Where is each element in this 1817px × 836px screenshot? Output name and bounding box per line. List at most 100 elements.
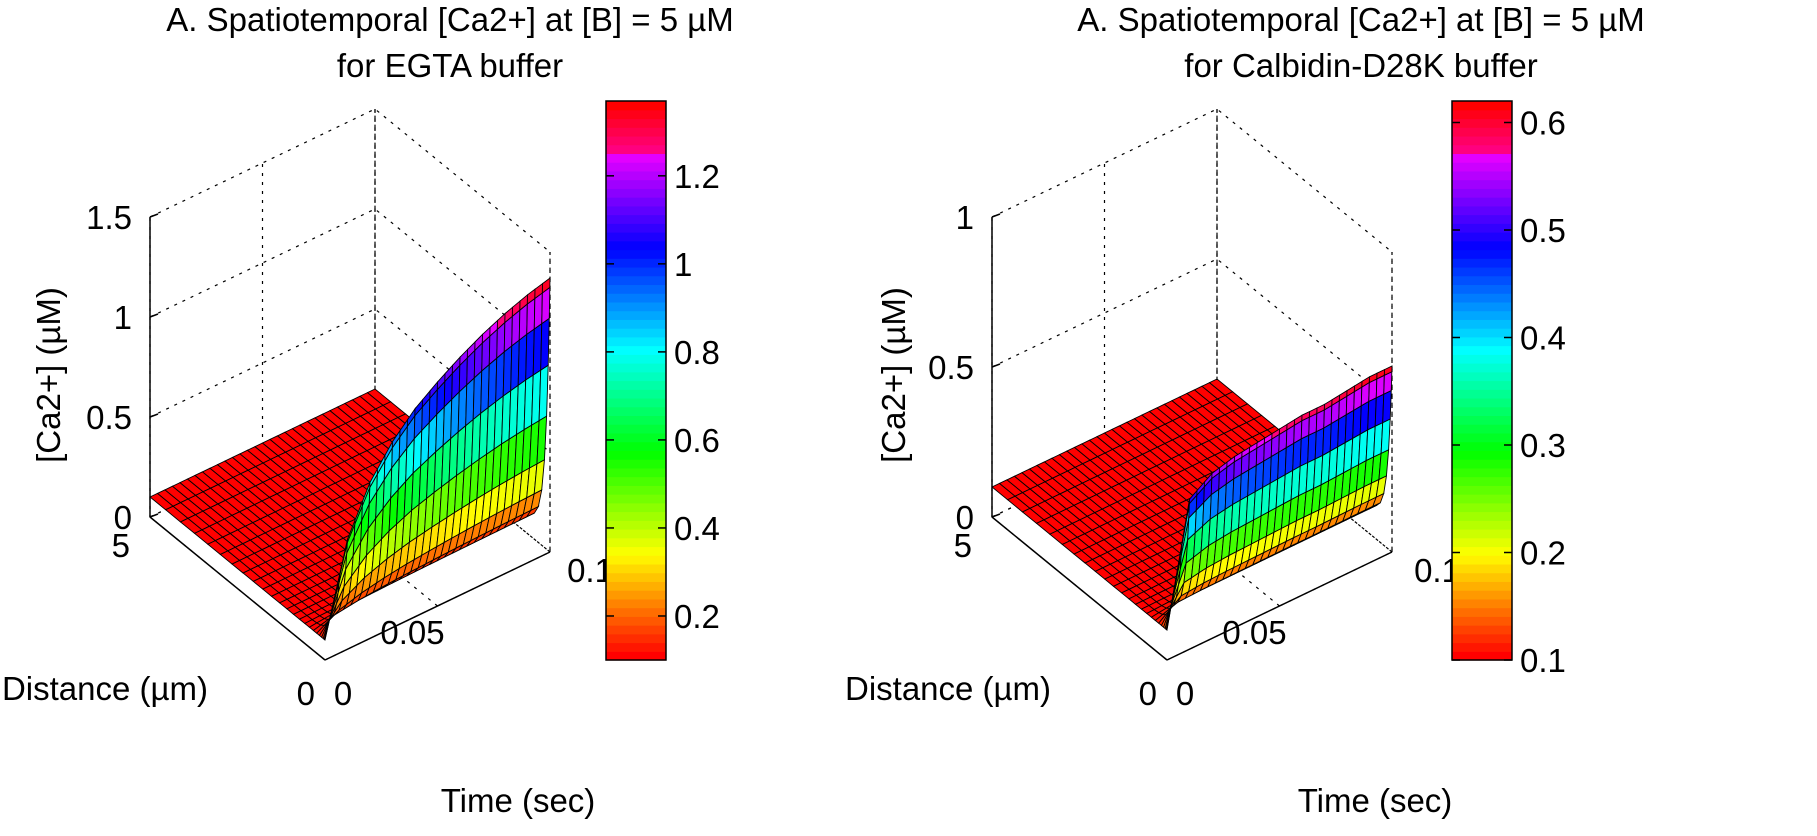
colorbar-segment [1452,581,1512,591]
distance-axis-label: Distance (µm) [845,670,1051,707]
colorbar-segment [606,232,666,242]
colorbar-segment [606,537,666,548]
colorbar-segment [1452,494,1512,504]
colorbar-segment [606,266,666,277]
colorbar-segment [1452,555,1512,565]
chart-subtitle: for EGTA buffer [336,47,564,84]
time-tick-label: 0.05 [380,614,444,651]
colorbar-segment [1452,363,1512,373]
colorbar-segment [1452,301,1512,312]
colorbar-segment [1452,135,1512,146]
colorbar-segment [1452,319,1512,329]
colorbar-segment [1452,467,1512,478]
colorbar-segment [1452,607,1512,617]
colorbar-segment [606,109,666,120]
colorbar-segment [1452,240,1512,251]
colorbar-segment [606,118,666,128]
distance-tick-label: 0 [1139,675,1157,712]
colorbar-segment [606,572,666,582]
calcium-axis-label: [Ca2+] (µM) [30,287,67,463]
colorbar-segment [606,284,666,294]
colorbar-segment [606,310,666,320]
colorbar-segment [1452,380,1512,390]
colorbar-segment [606,240,666,251]
time-axis-line [1166,551,1393,661]
calcium-tick-label: 1.5 [86,199,132,236]
grid-line [991,108,1393,253]
colorbar-segment [606,581,666,591]
colorbar-segment [1452,179,1512,189]
calcium-tick-label: 0 [114,499,132,536]
colorbar-segment [606,293,666,303]
calcium-tick-label: 1 [956,199,974,236]
chart-subtitle: for Calbidin-D28K buffer [1184,47,1538,84]
distance-tick-label: 5 [954,527,972,564]
colorbar-frame [605,100,667,661]
colorbar-segment [1452,485,1512,495]
colorbar-segment [606,432,666,443]
colorbar-segment [606,170,666,181]
colorbar-segment [1452,249,1512,259]
colorbar-segment [1452,625,1512,635]
colorbar-segment [606,633,666,644]
colorbar-segment [1452,546,1512,556]
colorbar-segment [606,563,666,574]
colorbar-segment [1452,563,1512,574]
time-tick-label: 0.05 [1222,614,1286,651]
colorbar [605,100,667,661]
time-axis-line [324,551,551,661]
colorbar-segment [606,363,666,373]
colorbar-segment [606,450,666,460]
calcium-tick [991,213,1001,218]
colorbar-tick-label: 0.4 [674,510,720,547]
colorbar-segment [1452,476,1512,486]
surface-patch [538,364,549,422]
colorbar-segment [1452,511,1512,521]
surface-mesh [991,365,1393,631]
colorbar-segment [606,214,666,224]
colorbar-segment [606,153,666,163]
colorbar-segment [1452,205,1512,216]
colorbar-segment [606,319,666,329]
calcium-tick [149,513,159,518]
colorbar-segment [606,397,666,408]
surface-patch [1383,365,1393,377]
colorbar-segment [1452,284,1512,294]
colorbar-segment [1452,223,1512,233]
colorbar-segment [606,424,666,434]
colorbar-segment [1452,310,1512,320]
colorbar-segment [606,162,666,172]
colorbar-segment [606,197,666,207]
colorbar-segment [606,101,666,111]
distance-tick-label: 5 [112,527,130,564]
colorbar-segment [1452,162,1512,172]
colorbar-tick-label: 0.5 [1520,212,1566,249]
time-tick-label: 0 [334,675,352,712]
colorbar-segment [1452,101,1512,111]
colorbar-segment [1452,537,1512,548]
colorbar-segment [1452,118,1512,128]
colorbar-segment [1452,232,1512,242]
colorbar-segment [1452,127,1512,137]
chart-panel-calbindin: A. Spatiotemporal [Ca2+] at [B] = 5 µM f… [845,0,1817,836]
colorbar-segment [1452,258,1512,268]
colorbar-segment [1452,371,1512,382]
colorbar-tick-label: 0.6 [674,422,720,459]
colorbar-segment [606,127,666,137]
colorbar-segment [606,179,666,189]
colorbar-segment [606,336,666,347]
surface-patch [1382,389,1392,424]
colorbar-segment [606,223,666,233]
colorbar-segment [606,205,666,216]
colorbar-segment [606,345,666,355]
calcium-tick [149,213,159,218]
distance-axis-line [149,516,326,661]
colorbar-segment [1452,642,1512,652]
calcium-tick-label: 0 [956,499,974,536]
chart-title: A. Spatiotemporal [Ca2+] at [B] = 5 µM [1077,1,1645,38]
colorbar-segment [606,258,666,268]
colorbar-segment [606,590,666,600]
colorbar-segment [606,406,666,417]
grid-line [149,308,551,453]
colorbar-segment [606,502,666,513]
